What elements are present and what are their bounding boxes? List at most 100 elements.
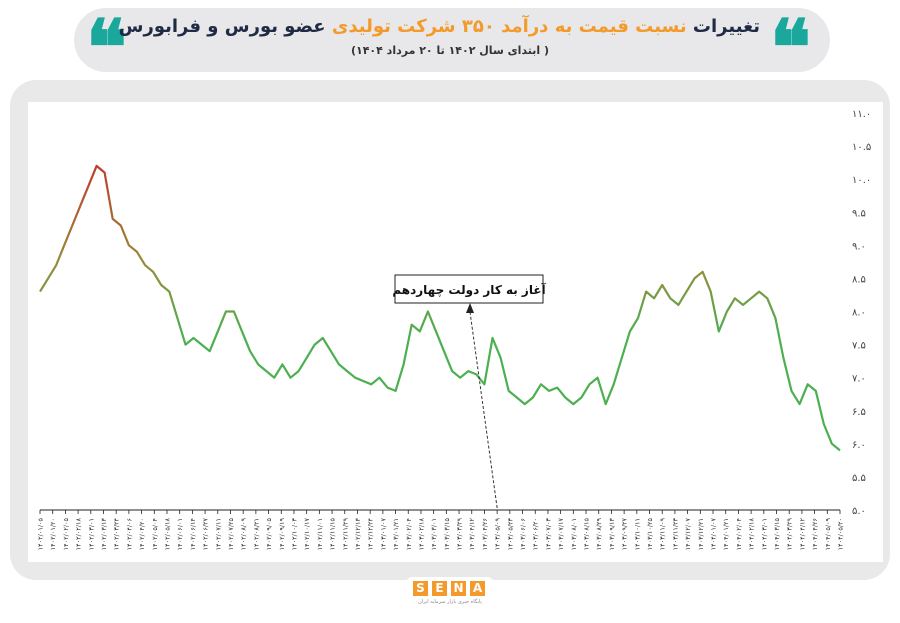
x-tick-label: ۱۴۰۳/۰۸/۲۹ [595, 517, 603, 550]
x-tick-label: ۱۴۰۲/۱۰/۰۳ [290, 517, 298, 550]
page-title: تغییرات نسبت قیمت به درآمد ۳۵۰ شرکت تولی… [119, 16, 760, 37]
series-group [39, 164, 841, 452]
x-tick-label: ۱۴۰۴/۰۳/۲۹ [786, 517, 794, 550]
x-tick-label: ۱۴۰۲/۰۴/۲۰ [138, 518, 146, 550]
quote-mark-left-icon: ❝ [86, 3, 127, 92]
x-tick-label: ۱۴۰۴/۰۳/۱۵ [773, 517, 781, 550]
x-tick-label: ۱۴۰۳/۰۲/۰۴ [405, 517, 413, 550]
x-tick-label: ۱۴۰۳/۰۵/۰۹ [494, 517, 502, 550]
annotation-box [394, 274, 544, 304]
logo-tagline: پایگاه خبری بازار سرمایه ایران [418, 599, 482, 605]
logo-letter: N [451, 581, 466, 596]
x-tick-label: ۱۴۰۴/۰۲/۰۴ [735, 517, 743, 550]
x-tick-label: ۱۴۰۳/۰۳/۲۹ [456, 517, 464, 550]
x-tick-label: ۱۴۰۲/۰۳/۲۴ [113, 517, 121, 550]
x-tick-label: ۱۴۰۳/۰۱/۲۱ [392, 518, 400, 550]
y-tick-label: ۸.۰ [852, 308, 866, 319]
logo-letter: E [432, 581, 447, 596]
x-tick-label: ۱۴۰۳/۱۱/۰۹ [659, 517, 667, 550]
x-tick-label: ۱۴۰۲/۰۳/۰۱ [87, 518, 95, 550]
y-tick-label: ۹.۰ [852, 241, 866, 252]
title-part-3: عضو بورس و فرابورس [118, 16, 326, 37]
x-tick-label: ۱۴۰۲/۱۱/۰۱ [316, 518, 324, 550]
x-tick-label: ۱۴۰۲/۰۹/۰۵ [265, 517, 273, 550]
x-tick-label: ۱۴۰۲/۱۲/۱۳ [354, 517, 362, 550]
x-tick-label: ۱۴۰۲/۱۰/۱۷ [303, 517, 311, 550]
annotation-leader-line [469, 311, 498, 509]
x-tick-label: ۱۴۰۳/۰۳/۰۱ [430, 518, 438, 550]
x-tick-label: ۱۴۰۳/۰۶/۲۰ [532, 518, 540, 550]
page-subtitle: ( ابتدای سال ۱۴۰۲ تا ۲۰ مرداد ۱۴۰۴) [350, 44, 550, 57]
x-tick-label: ۱۴۰۲/۰۶/۰۱ [176, 518, 184, 550]
x-tick-label: ۱۴۰۳/۱۱/۲۳ [671, 517, 679, 550]
x-tick-label: ۱۴۰۲/۱۱/۲۹ [341, 517, 349, 550]
x-tick-label: ۱۴۰۲/۱۱/۱۵ [329, 517, 337, 550]
y-tick-label: ۶.۰ [852, 440, 866, 451]
chart-area [28, 102, 883, 562]
x-tick-label: ۱۴۰۳/۱۰/۱۱ [633, 518, 641, 550]
x-tick-label: ۱۴۰۳/۰۹/۲۷ [621, 517, 629, 550]
x-tick-label: ۱۴۰۲/۰۷/۲۵ [227, 517, 235, 550]
x-tick-label: ۱۴۰۲/۰۷/۱۱ [214, 518, 222, 550]
title-part-2: نسبت قیمت به درآمد ۳۵۰ شرکت تولیدی [331, 16, 687, 37]
x-tick-label: ۱۴۰۴/۰۱/۲۱ [722, 518, 730, 550]
x-tick-label: ۱۴۰۴/۰۲/۱۸ [748, 517, 756, 550]
x-tick-label: ۱۴۰۲/۱۲/۲۴ [367, 517, 375, 550]
x-tick-label: ۱۴۰۳/۱۰/۲۵ [646, 517, 654, 550]
x-tick-label: ۱۴۰۳/۰۱/۰۷ [379, 517, 387, 550]
y-tick-label: ۹.۵ [852, 208, 866, 219]
x-tick-label: ۱۴۰۲/۰۶/۲۷ [202, 517, 210, 550]
y-tick-label: ۸.۵ [852, 274, 866, 285]
x-axis: ۱۴۰۲/۰۱/۰۵ ۱۴۰۲/۰۱/۲۰ ۱۴۰۲/۰۲/۰۵ ۱۴۰۲/۰۲/۱۸… [37, 509, 845, 550]
y-tick-label: ۷.۵ [852, 341, 866, 352]
y-tick-label: ۵.۰ [852, 506, 866, 517]
x-tick-label: ۱۴۰۲/۰۱/۲۰ [49, 518, 57, 550]
x-tick-label: ۱۴۰۳/۰۸/۰۱ [570, 518, 578, 550]
y-axis: ۵.۰ ۵.۵ ۶.۰ ۶.۵ ۷.۰ ۷.۵ ۸.۰ ۸.۵ ۹.۰ ۹.۵ ۱۰.۰ ۱۰.۵ ۱۱… [852, 109, 871, 517]
x-tick-label: ۱۴۰۴/۰۵/۲۰ [837, 518, 845, 550]
y-tick-label: ۱۰.۵ [852, 142, 871, 153]
x-tick-label: ۱۴۰۳/۰۴/۱۲ [468, 517, 476, 550]
y-tick-label: ۵.۵ [852, 473, 866, 484]
title-part-1: تغییرات [692, 16, 760, 37]
logo-letter: S [413, 581, 428, 596]
x-tick-label: ۱۴۰۲/۰۵/۰۴ [151, 517, 159, 550]
y-tick-label: ۶.۵ [852, 407, 866, 418]
x-tick-label: ۱۴۰۳/۰۷/۰۳ [544, 517, 552, 550]
x-tick-label: ۱۴۰۲/۰۸/۰۹ [240, 517, 248, 550]
sena-logo: S E N A پایگاه خبری بازار سرمایه ایران [405, 577, 495, 617]
x-tick-label: ۱۴۰۴/۰۵/۰۹ [824, 517, 832, 550]
x-tick-label: ۱۴۰۲/۰۲/۰۵ [62, 517, 70, 550]
x-tick-label: ۱۴۰۴/۰۳/۰۱ [760, 518, 768, 550]
x-tick-label: ۱۴۰۲/۰۵/۱۸ [163, 517, 171, 550]
x-tick-label: ۱۴۰۳/۰۴/۲۶ [481, 518, 489, 550]
logo-letter: A [470, 581, 485, 596]
title-banner [74, 8, 830, 72]
x-tick-label: ۱۴۰۳/۰۹/۱۳ [608, 517, 616, 550]
x-tick-label: ۱۴۰۲/۰۶/۱۴ [189, 517, 197, 550]
x-tick-label: ۱۴۰۴/۰۴/۱۲ [798, 517, 806, 550]
x-tick-label: ۱۴۰۴/۰۱/۰۷ [710, 517, 718, 550]
series-line [39, 164, 841, 452]
x-tick-label: ۱۴۰۲/۰۲/۱۸ [75, 517, 83, 550]
y-tick-label: ۱۰.۰ [852, 175, 871, 186]
y-tick-label: ۷.۰ [852, 374, 866, 385]
x-tick-label: ۱۴۰۳/۱۲/۰۷ [684, 517, 692, 550]
x-tick-label: ۱۴۰۳/۰۲/۱۸ [417, 517, 425, 550]
x-tick-label: ۱۴۰۲/۰۸/۲۱ [252, 518, 260, 550]
annotation-label: آغاز به کار دولت چهاردهم [392, 282, 546, 298]
quote-mark-right-icon: ❝ [770, 3, 811, 92]
x-tick-label: ۱۴۰۳/۰۳/۱۵ [443, 517, 451, 550]
x-tick-label: ۱۴۰۳/۰۷/۱۷ [557, 517, 565, 550]
x-tick-label: ۱۴۰۲/۰۱/۰۵ [37, 517, 45, 550]
x-tick-label: ۱۴۰۳/۰۶/۰۶ [519, 518, 527, 550]
x-tick-label: ۱۴۰۲/۰۹/۱۹ [278, 517, 286, 550]
x-tick-label: ۱۴۰۳/۰۸/۱۵ [583, 517, 591, 550]
x-tick-label: ۱۴۰۳/۰۵/۲۳ [506, 517, 514, 550]
annotation-group: آغاز به کار دولت چهاردهم [392, 274, 547, 509]
annotation-arrow-icon [466, 303, 474, 313]
x-tick-label: ۱۴۰۲/۰۳/۱۳ [100, 517, 108, 550]
y-tick-label: ۱۱.۰ [852, 109, 871, 120]
x-tick-label: ۱۴۰۳/۱۲/۲۱ [697, 518, 705, 550]
